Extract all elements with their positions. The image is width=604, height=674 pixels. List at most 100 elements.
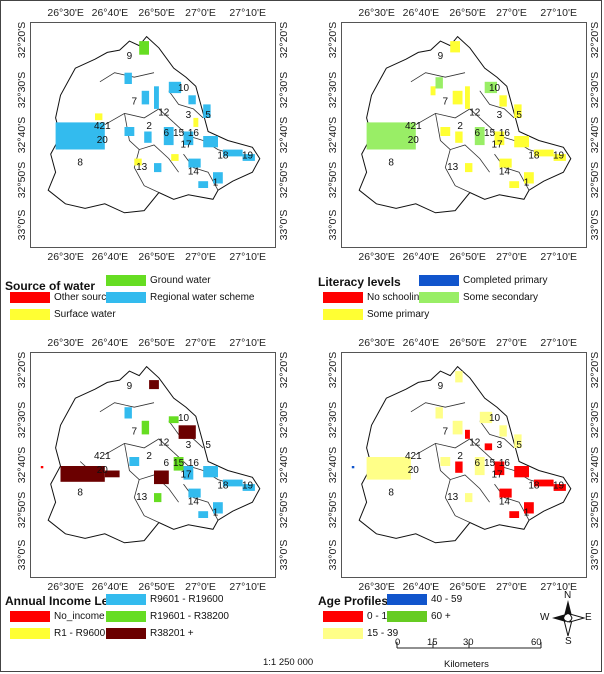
x-tick-bottom: 27°0'E xyxy=(185,251,216,263)
data-patch xyxy=(144,131,152,143)
y-tick-right: 32°30'S xyxy=(589,71,601,109)
compass-s: S xyxy=(565,636,572,647)
region-label: 421 xyxy=(405,121,422,132)
scale-bar xyxy=(396,642,542,649)
north-arrow-icon xyxy=(552,600,586,637)
region-label: 9 xyxy=(438,381,444,392)
data-patch xyxy=(203,466,218,478)
y-tick-left: 32°50'S xyxy=(327,161,339,199)
legend-label: No_income xyxy=(54,611,105,622)
region-label: 7 xyxy=(132,96,138,107)
region-label: 5 xyxy=(516,440,522,451)
ward-boundary xyxy=(415,108,485,126)
y-tick-right: 32°40'S xyxy=(278,116,290,154)
region-label: 16 xyxy=(499,128,511,139)
region-label: 9 xyxy=(438,51,444,62)
data-patch xyxy=(163,127,174,146)
data-patch xyxy=(178,425,196,439)
data-patch xyxy=(213,172,223,184)
scale-unit: Kilometers xyxy=(444,659,489,670)
y-tick-right: 32°50'S xyxy=(278,161,290,199)
data-patch xyxy=(484,81,497,94)
x-tick-top: 27°0'E xyxy=(185,7,216,19)
x-tick-top: 26°50'E xyxy=(449,7,486,19)
data-patch xyxy=(455,371,463,383)
legend-swatch xyxy=(106,611,146,622)
region-label: 18 xyxy=(217,151,229,162)
data-patch xyxy=(455,131,463,143)
x-tick-top: 26°30'E xyxy=(358,7,395,19)
x-tick-bottom: 27°10'E xyxy=(540,251,577,263)
region-label: 20 xyxy=(408,135,420,146)
region-label: 8 xyxy=(388,487,394,498)
district-outline xyxy=(358,365,572,544)
data-patch xyxy=(509,511,520,518)
x-tick-top: 26°40'E xyxy=(402,7,440,19)
y-tick-left: 32°50'S xyxy=(16,161,28,199)
y-tick-right: 32°20'S xyxy=(278,21,290,59)
ward-boundary xyxy=(479,90,515,119)
legend-label: Other sources xyxy=(54,292,117,303)
legend-swatch xyxy=(106,275,146,286)
x-tick-bottom: 27°0'E xyxy=(185,581,216,593)
region-label: 14 xyxy=(499,496,511,507)
y-tick-left: 32°30'S xyxy=(16,401,28,439)
data-patch xyxy=(474,457,485,476)
data-patch xyxy=(104,470,120,478)
y-tick-right: 33°0'S xyxy=(278,210,290,241)
data-patch xyxy=(222,479,243,487)
region-label: 2 xyxy=(457,121,463,132)
region-label: 14 xyxy=(499,166,511,177)
region-label: 3 xyxy=(497,440,503,451)
y-tick-left: 32°40'S xyxy=(327,446,339,484)
region-label: 421 xyxy=(94,451,111,462)
data-patch xyxy=(188,488,201,498)
ward-boundary xyxy=(410,402,466,413)
data-patch xyxy=(55,122,105,150)
legend-label: 60 + xyxy=(431,611,451,622)
region-label: 15 xyxy=(484,458,496,469)
x-tick-bottom: 26°30'E xyxy=(47,581,84,593)
region-label: 12 xyxy=(469,438,481,449)
region-label: 20 xyxy=(97,135,109,146)
data-patch xyxy=(499,95,507,107)
data-patch xyxy=(351,466,355,469)
scale-tick-15: 15 xyxy=(427,637,438,648)
y-tick-left: 32°40'S xyxy=(16,116,28,154)
data-patch xyxy=(154,86,159,109)
region-label: 8 xyxy=(77,157,83,168)
data-patch xyxy=(533,149,554,157)
legend-title: Source of water xyxy=(5,279,96,293)
legend-title: Age Profiles xyxy=(318,594,389,608)
region-label: 19 xyxy=(553,481,565,492)
y-tick-right: 32°50'S xyxy=(589,161,601,199)
region-label: 1 xyxy=(213,178,219,189)
y-tick-left: 32°20'S xyxy=(16,351,28,389)
region-label: 12 xyxy=(469,108,481,119)
map-water: 9 10 7 12 3 5 421 20 2 6 15 16 17 8 18 19 13 14 1 xyxy=(30,22,276,248)
region-label: 15 xyxy=(173,128,185,139)
data-patch xyxy=(222,149,243,157)
data-patch xyxy=(366,457,411,480)
data-patch xyxy=(494,131,505,146)
y-tick-left: 32°30'S xyxy=(16,71,28,109)
ward-boundary xyxy=(104,438,174,456)
data-patch xyxy=(452,90,463,105)
x-tick-top: 26°50'E xyxy=(138,337,175,349)
x-tick-bottom: 26°30'E xyxy=(358,251,395,263)
data-patch xyxy=(484,443,493,451)
scale-tick-0: 0 xyxy=(395,637,401,648)
data-patch xyxy=(514,136,529,148)
legend-swatch xyxy=(387,611,427,622)
y-tick-left: 33°0'S xyxy=(327,540,339,571)
data-patch xyxy=(242,154,255,161)
data-patch xyxy=(514,104,522,118)
data-patch xyxy=(514,434,522,448)
x-tick-top: 26°50'E xyxy=(138,7,175,19)
y-tick-left: 32°20'S xyxy=(16,21,28,59)
data-patch xyxy=(499,158,512,168)
ward-boundary xyxy=(124,443,179,503)
